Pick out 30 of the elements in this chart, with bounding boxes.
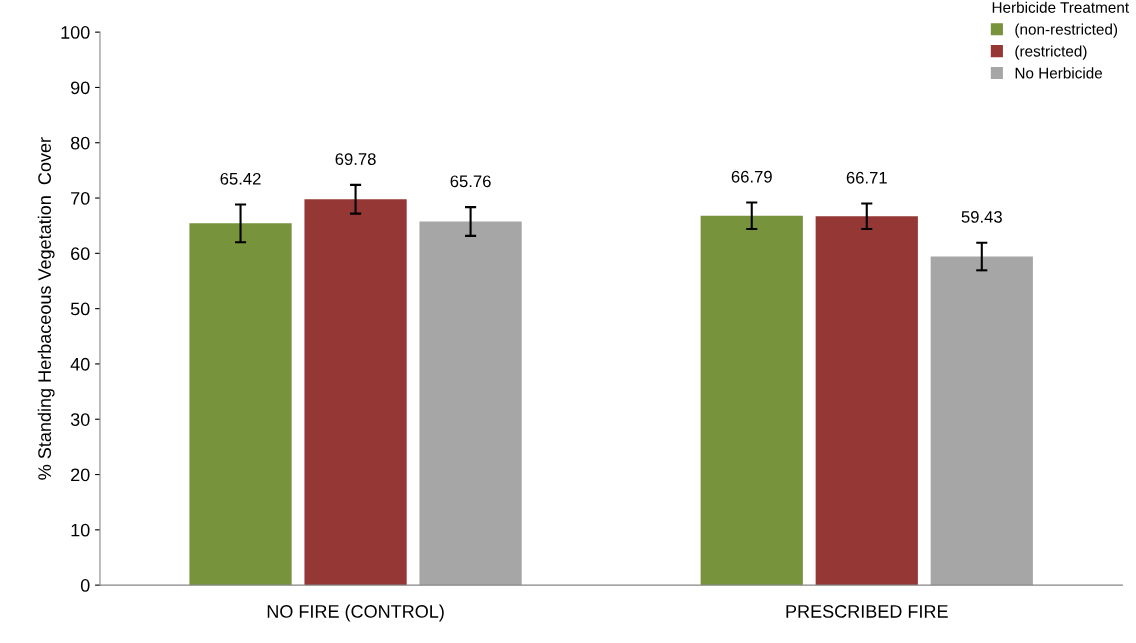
legend-label: (non-restricted) <box>1015 23 1118 38</box>
bar <box>189 223 292 586</box>
bar <box>700 215 803 586</box>
bar <box>419 221 522 586</box>
y-tick-label: 40 <box>70 357 90 371</box>
data-label: 66.71 <box>846 171 887 184</box>
bar <box>304 199 407 586</box>
y-tick-label: 30 <box>70 413 90 426</box>
data-label: 65.42 <box>220 172 261 185</box>
x-tick-label: NO FIRE (CONTROL) <box>267 604 444 622</box>
y-tick-label: 60 <box>71 247 90 261</box>
data-label: 69.78 <box>335 153 376 165</box>
data-label: 66.79 <box>731 170 772 183</box>
y-axis-title: % Standing Herbaceous Vegetation Cover <box>37 137 55 480</box>
y-tick-label: 20 <box>71 468 90 482</box>
y-tick-label: 0 <box>80 579 90 592</box>
data-label: 65.76 <box>450 175 491 188</box>
bar <box>815 216 918 586</box>
legend-label: (restricted) <box>1015 45 1087 60</box>
legend-label: No Herbicide <box>1015 67 1103 79</box>
legend-title: Herbicide Treatment <box>992 1 1129 13</box>
x-tick-label: PRESCRIBED FIRE <box>786 605 948 618</box>
y-tick-label: 50 <box>70 302 90 316</box>
y-tick-label: 90 <box>71 81 90 95</box>
bar <box>930 256 1033 586</box>
y-tick-label: 70 <box>71 191 90 205</box>
y-tick-label: 100 <box>61 26 90 39</box>
y-tick-label: 10 <box>71 523 90 537</box>
y-tick-label: 80 <box>70 136 90 150</box>
data-label: 59.43 <box>961 210 1002 223</box>
